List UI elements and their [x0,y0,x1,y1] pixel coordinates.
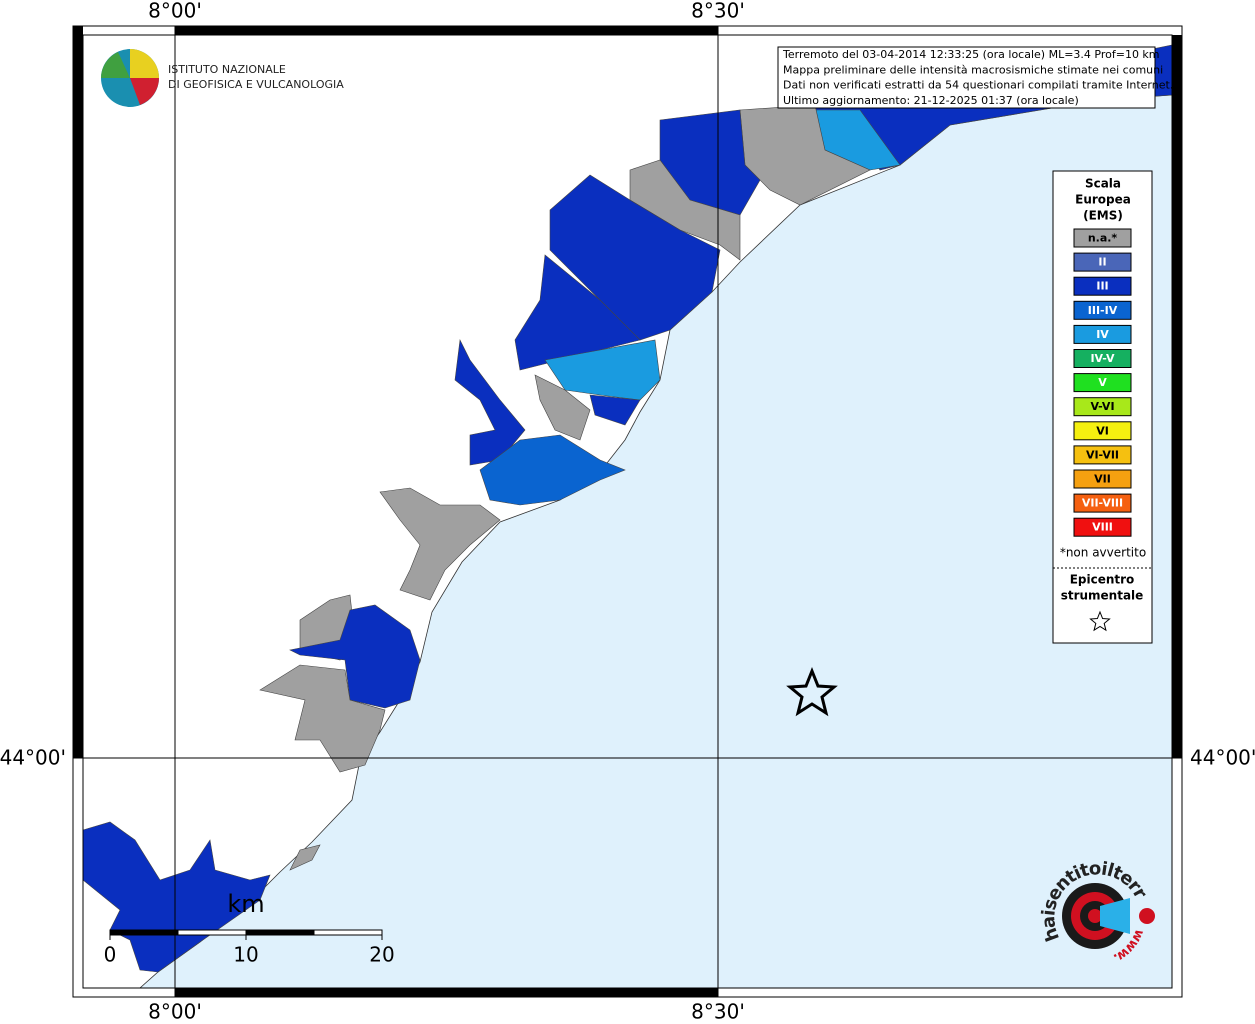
legend-star [1089,610,1111,632]
scale-label: 20 [369,943,394,967]
frame-bar [1172,35,1182,758]
region [454,338,526,466]
legend-epicenter: strumentale [1061,589,1144,603]
legend-label: n.a.* [1088,232,1118,245]
info-box: Terremoto del 03-04-2014 12:33:25 (ora l… [777,46,1173,109]
region [289,844,321,871]
legend-swatch [1073,397,1132,417]
legend-swatch [1073,349,1132,368]
grid [73,26,1182,997]
region [534,374,591,441]
logo-segment [101,52,130,78]
frame-bar [175,988,718,997]
logo-text: ISTITUTO NAZIONALE [168,63,286,76]
region [259,664,386,773]
scale-segment [177,929,247,936]
region [549,174,721,341]
legend-swatch [1073,300,1132,320]
legend-epicenter: Epicentro [1070,573,1135,587]
legend-swatch [1073,252,1132,272]
legend: ScalaEuropea(EMS)n.a.*IIIIIIII-IVIVIV-VV… [1052,170,1153,644]
logo-segment [130,78,159,105]
legend-label: III [1096,280,1108,293]
legend-label: VIII [1092,521,1113,534]
lon-label: 8°00' [148,1000,202,1024]
legend-label: VII [1094,473,1111,486]
logo-ring [1088,909,1102,923]
legend-label: IV [1096,328,1109,341]
legend-title: (EMS) [1083,209,1123,223]
legend-label: VII-VIII [1082,497,1123,510]
info-line: Mappa preliminare delle intensità macros… [783,63,1163,76]
logo-speaker [1100,898,1130,934]
epicenter-star [786,666,838,717]
legend-swatch [1073,445,1132,465]
frame [72,25,1183,998]
logo-text: DI GEOFISICA E VULCANOLOGIA [168,78,344,91]
scale-segment [245,929,315,936]
lon-label: 8°30' [691,0,745,23]
legend-label: VI-VII [1086,448,1119,461]
legend-title: Europea [1075,193,1131,207]
info-line: Terremoto del 03-04-2014 12:33:25 (ora l… [782,48,1160,61]
frame-inner [82,34,1173,989]
legend-swatch [1073,276,1132,296]
scale-segment [109,929,179,936]
legend-swatch [1073,493,1132,513]
region [289,604,421,709]
lat-label: 44°00' [0,746,66,770]
scale-label: 10 [233,943,258,967]
frame-bar [73,26,83,758]
region [379,487,501,601]
ingv-logo: ISTITUTO NAZIONALE DI GEOFISICA E VULCAN… [101,49,344,107]
legend-swatch [1073,373,1132,393]
legend-label: III-IV [1088,304,1118,317]
legend-label: V-VI [1090,400,1114,413]
region [544,339,661,401]
lon-label: 8°30' [691,1000,745,1024]
lon-label: 8°00' [148,0,202,23]
scale-bar: km 0 10 20 [104,890,395,967]
info-line: Dati non verificati estratti da 54 quest… [783,79,1173,92]
frame-bar [175,26,718,35]
legend-swatch [1073,228,1132,248]
legend-swatch [1073,469,1132,489]
legend-label: VI [1096,424,1109,437]
legend-note: *non avvertito [1060,546,1146,560]
legend-swatch [1073,517,1132,537]
region [589,394,641,426]
logo-dot [1139,908,1155,924]
info-line: Ultimo aggiornamento: 21-12-2025 01:37 (… [783,94,1079,107]
legend-swatch [1073,421,1132,441]
legend-label: V [1098,376,1107,389]
logo-segment [130,49,159,78]
lat-label: 44°00' [1190,746,1255,770]
legend-label: II [1098,256,1106,269]
legend-swatch [1073,324,1132,344]
scale-segment [313,929,383,936]
legend-title: Scala [1085,177,1121,191]
scale-label: 0 [104,943,117,967]
region [479,434,626,506]
scale-unit: km [227,890,264,918]
legend-label: IV-V [1090,352,1115,365]
info-frame [777,46,1156,109]
